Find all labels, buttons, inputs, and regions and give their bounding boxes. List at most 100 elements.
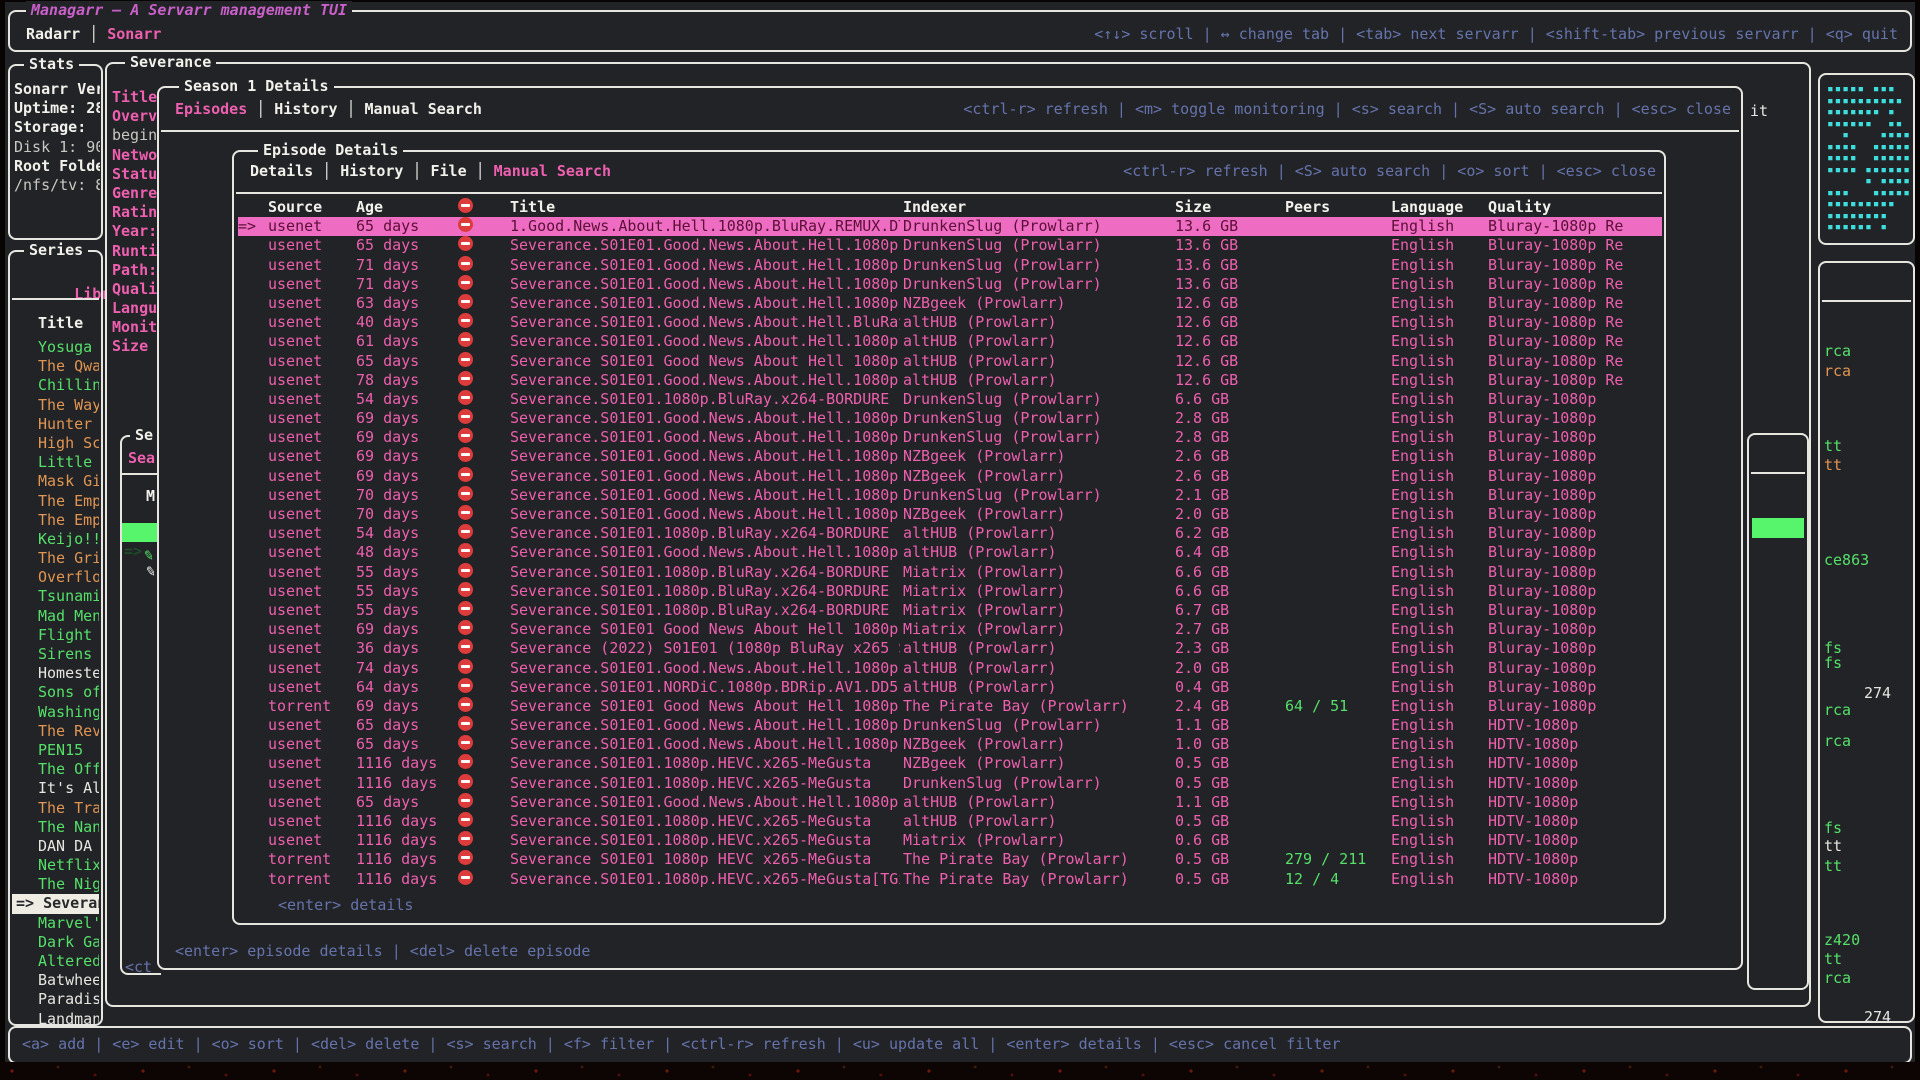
result-row[interactable]: usenet 1116 days Severance.S01E01.1080p.HE… bbox=[238, 754, 1662, 773]
result-row[interactable]: usenet 64 days Severance.S01E01.NORDiC.108… bbox=[238, 677, 1662, 697]
result-row[interactable]: usenet 55 days Severance.S01E01.1080p.BluR… bbox=[238, 562, 1662, 582]
series-item[interactable]: => Severan bbox=[12, 894, 99, 914]
tab-details[interactable]: Details bbox=[250, 162, 314, 180]
result-row[interactable]: usenet 1116 days Severance.S01E01.1080p.HE… bbox=[238, 831, 1662, 850]
series-item[interactable]: Mask Gi bbox=[38, 472, 99, 491]
series-item[interactable]: The Nig bbox=[38, 875, 99, 894]
series-item[interactable]: Tsunami bbox=[38, 587, 99, 606]
result-row[interactable]: => usenet 65 days 1.Good.News.About.Hell.10… bbox=[238, 217, 1662, 237]
series-item[interactable]: DAN DA bbox=[38, 836, 93, 855]
result-row[interactable]: usenet 55 days Severance.S01E01.1080p.BluR… bbox=[238, 581, 1662, 601]
result-row[interactable]: usenet 61 days Severance.S01E01.Good.News.… bbox=[238, 332, 1662, 351]
result-row[interactable]: usenet 63 days Severance.S01E01.Good.News.… bbox=[238, 293, 1662, 313]
series-item[interactable]: High Sc bbox=[38, 433, 99, 452]
cell-language: English bbox=[1391, 600, 1455, 619]
series-item[interactable]: Mad Men bbox=[38, 606, 99, 625]
series-item[interactable]: Washing bbox=[38, 702, 99, 721]
series-item[interactable]: Chillin bbox=[38, 376, 99, 395]
series-item[interactable]: Flight bbox=[38, 625, 93, 644]
cell-quality: Bluray-1080p bbox=[1488, 524, 1597, 543]
result-row[interactable]: usenet 1116 days Severance.S01E01.1080p.HE… bbox=[238, 812, 1662, 831]
cell-indexer: Miatrix (Prowlarr) bbox=[903, 620, 1066, 639]
result-row[interactable]: usenet 69 days Severance S01E01 Good News … bbox=[238, 620, 1662, 639]
result-row[interactable]: usenet 40 days Severance.S01E01.Good.News.… bbox=[238, 313, 1662, 332]
series-item[interactable]: The Emp bbox=[38, 510, 99, 529]
series-item[interactable]: The Way bbox=[38, 395, 99, 414]
result-row[interactable]: usenet 55 days Severance.S01E01.1080p.BluR… bbox=[238, 600, 1662, 620]
tab-sonarr[interactable]: Sonarr bbox=[107, 25, 162, 43]
column-header-age[interactable]: Age bbox=[356, 198, 384, 216]
series-item[interactable]: Keijo!! bbox=[38, 529, 99, 548]
result-row[interactable]: usenet 65 days Severance S01E01 Good News … bbox=[238, 351, 1662, 371]
no-entry-icon bbox=[458, 293, 473, 309]
result-row[interactable]: torrent 69 days Severance S01E01 Good News… bbox=[238, 696, 1662, 716]
tab-manual-search[interactable]: Manual Search bbox=[364, 100, 482, 118]
tab-radarr[interactable]: Radarr bbox=[26, 25, 81, 43]
cell-source: usenet bbox=[268, 447, 323, 466]
result-row[interactable]: usenet 69 days Severance.S01E01.Good.News.… bbox=[238, 428, 1662, 447]
series-item[interactable]: The Off bbox=[38, 760, 99, 779]
result-row[interactable]: usenet 71 days Severance.S01E01.Good.News.… bbox=[238, 274, 1662, 294]
series-item[interactable]: Sirens bbox=[38, 645, 93, 663]
seasons-mini-tab[interactable]: Sea bbox=[128, 449, 156, 467]
tab-episodes[interactable]: Episodes bbox=[175, 100, 248, 118]
tab-history[interactable]: History bbox=[340, 162, 404, 180]
result-row[interactable]: usenet 69 days Severance.S01E01.Good.News.… bbox=[238, 466, 1662, 486]
series-item[interactable]: The Tra bbox=[38, 798, 99, 817]
result-row[interactable]: usenet 70 days Severance.S01E01.Good.News.… bbox=[238, 485, 1662, 505]
result-row[interactable]: usenet 54 days Severance.S01E01.1080p.BluR… bbox=[238, 389, 1662, 409]
series-item[interactable]: Dark Ga bbox=[38, 932, 99, 951]
series-item[interactable]: Marvel' bbox=[38, 913, 99, 932]
series-item[interactable]: The Nan bbox=[38, 817, 99, 836]
result-row[interactable]: usenet 65 days Severance.S01E01.Good.News.… bbox=[238, 792, 1662, 812]
series-item[interactable]: Netflix bbox=[38, 856, 99, 875]
column-header-language[interactable]: Language bbox=[1391, 198, 1464, 216]
column-header-indexer[interactable]: Indexer bbox=[903, 198, 967, 216]
tab-manual-search[interactable]: Manual Search bbox=[493, 162, 612, 180]
series-item[interactable]: Homeste bbox=[38, 664, 99, 683]
season-row-selected[interactable]: => ✎ bbox=[122, 523, 159, 581]
series-item[interactable]: PEN15 bbox=[38, 740, 84, 759]
result-row[interactable]: usenet 69 days Severance.S01E01.Good.News.… bbox=[238, 447, 1662, 466]
tab-history[interactable]: History bbox=[274, 100, 338, 118]
column-header-title[interactable]: Title bbox=[510, 198, 556, 216]
series-item[interactable]: Sons of bbox=[38, 683, 99, 702]
result-row[interactable]: torrent 1116 days Severance S01E01 1080p H… bbox=[238, 850, 1662, 869]
result-row[interactable]: torrent 1116 days Severance.S01E01.1080p.H… bbox=[238, 869, 1662, 889]
series-item[interactable]: Yosuga bbox=[38, 338, 93, 356]
column-header-quality[interactable]: Quality bbox=[1488, 198, 1552, 216]
series-item[interactable]: It's Al bbox=[38, 779, 99, 798]
series-item[interactable]: Paradis bbox=[38, 990, 99, 1009]
result-row[interactable]: usenet 65 days Severance.S01E01.Good.News.… bbox=[238, 735, 1662, 754]
column-header-peers[interactable]: Peers bbox=[1285, 198, 1331, 216]
episode-details-panel: Episode Details Details │ History │ File │ Man… bbox=[232, 141, 1666, 925]
series-item[interactable]: Little bbox=[38, 453, 93, 472]
result-row[interactable]: usenet 65 days Severance.S01E01.Good.News.… bbox=[238, 236, 1662, 255]
result-row[interactable]: usenet 54 days Severance.S01E01.1080p.BluR… bbox=[238, 524, 1662, 543]
series-item[interactable]: The Rev bbox=[38, 721, 99, 740]
result-row[interactable]: usenet 1116 days Severance.S01E01.1080p.HE… bbox=[238, 773, 1662, 793]
series-item[interactable]: Batwhee bbox=[38, 971, 99, 990]
series-item[interactable]: The Emp bbox=[38, 491, 99, 510]
series-item[interactable]: Hunter bbox=[38, 414, 93, 433]
series-item[interactable]: The Gri bbox=[38, 549, 99, 568]
series-item[interactable]: Overflo bbox=[38, 568, 99, 587]
result-row[interactable]: usenet 36 days Severance (2022) S01E01 (10… bbox=[238, 639, 1662, 658]
tab-file[interactable]: File bbox=[430, 162, 467, 180]
result-row[interactable]: usenet 71 days Severance.S01E01.Good.News.… bbox=[238, 255, 1662, 275]
tab-separator: │ bbox=[475, 162, 485, 180]
column-header-source[interactable]: Source bbox=[268, 198, 323, 216]
result-row[interactable]: usenet 65 days Severance.S01E01.Good.News.… bbox=[238, 716, 1662, 735]
series-item[interactable]: The Qwa bbox=[38, 357, 99, 376]
result-row[interactable]: usenet 48 days Severance.S01E01.Good.News.… bbox=[238, 543, 1662, 562]
cell-language: English bbox=[1391, 620, 1455, 639]
result-row[interactable]: usenet 74 days Severance.S01E01.Good.News.… bbox=[238, 658, 1662, 678]
series-item[interactable]: Altered bbox=[38, 952, 99, 970]
column-header-size[interactable]: Size bbox=[1175, 198, 1212, 216]
result-row[interactable]: usenet 69 days Severance.S01E01.Good.News.… bbox=[238, 409, 1662, 428]
sidebar-fragment: z420 bbox=[1824, 931, 1861, 949]
result-row[interactable]: usenet 78 days Severance.S01E01.Good.News.… bbox=[238, 370, 1662, 390]
series-item[interactable]: Landman bbox=[38, 1009, 99, 1028]
cell-age: 69 days bbox=[356, 447, 420, 466]
result-row[interactable]: usenet 70 days Severance.S01E01.Good.News.… bbox=[238, 505, 1662, 524]
